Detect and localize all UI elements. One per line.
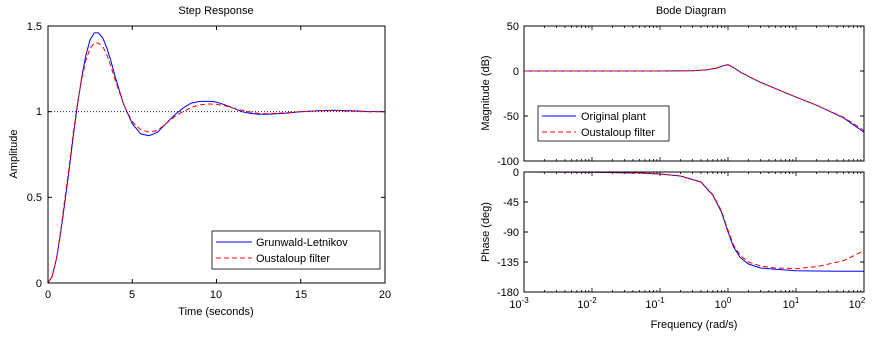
step-xtick-label: 20 [379, 289, 391, 301]
step-legend-label-oustaloup: Oustaloup filter [256, 253, 330, 265]
bode-legend-label-original: Original plant [581, 111, 646, 123]
phase-ytick-label: -135 [497, 257, 519, 269]
bode-x-axis-label: Frequency (rad/s) [651, 319, 738, 331]
phase-series-oustaloup [523, 171, 865, 270]
bode-xtick-label: 10-1 [645, 296, 665, 311]
step-legend-box [211, 230, 381, 270]
step-ytick-label: 1.5 [27, 21, 42, 33]
step-series-oustaloup [47, 42, 385, 284]
step-xtick-label: 0 [45, 289, 51, 301]
bode-title: Bode Diagram [656, 5, 726, 17]
step-xtick-label: 10 [210, 289, 222, 301]
bode-xtick-label: 102 [849, 296, 866, 311]
phase-ytick-label: 0 [513, 167, 519, 179]
phase-y-axis-label: Phase (deg) [480, 202, 492, 262]
magnitude-y-axis-label: Magnitude (dB) [480, 55, 492, 130]
bode-xtick-label: 100 [715, 296, 732, 311]
bode-phase-axes-box [523, 171, 865, 293]
step-response-chart: Step Response 0 5 10 15 20 0 0.5 1 1.5 T… [8, 5, 391, 318]
step-ytick-label: 0 [36, 278, 42, 290]
phase-series-original-plant [523, 171, 864, 272]
bode-magnitude-axes-box [523, 25, 865, 162]
mag-ytick-label: 50 [507, 21, 519, 33]
mag-ytick-label: -50 [503, 111, 519, 123]
bode-diagram-chart: Bode Diagram 50 0 -50 -100 0 -45 -90 -13… [480, 5, 866, 331]
phase-ytick-label: -45 [503, 197, 519, 209]
step-title: Step Response [178, 5, 253, 17]
bode-legend-label-oustaloup: Oustaloup filter [581, 127, 655, 139]
magnitude-series-oustaloup [524, 64, 865, 131]
step-legend-label-gl: Grunwald-Letnikov [256, 237, 348, 249]
step-xtick-label: 15 [295, 289, 307, 301]
mag-ytick-label: -100 [497, 156, 519, 168]
phase-ytick-label: -180 [497, 287, 519, 299]
bode-xtick-label: 101 [783, 296, 800, 311]
bode-xtick-label: 10-2 [577, 296, 597, 311]
bode-phase-plot-area [523, 171, 865, 293]
mag-ytick-label: 0 [513, 66, 519, 78]
step-xtick-label: 5 [129, 289, 135, 301]
phase-ytick-label: -90 [503, 227, 519, 239]
bode-legend: Original plant Oustaloup filter [537, 105, 670, 142]
step-ytick-label: 0.5 [27, 192, 42, 204]
step-ytick-label: 1 [36, 106, 42, 118]
bode-legend-box [537, 105, 670, 142]
step-y-axis-label: Amplitude [8, 130, 20, 179]
step-x-axis-label: Time (seconds) [178, 306, 253, 318]
step-legend: Grunwald-Letnikov Oustaloup filter [211, 230, 381, 270]
bode-xtick-label: 10-3 [509, 296, 529, 311]
step-axes-box [47, 25, 386, 284]
